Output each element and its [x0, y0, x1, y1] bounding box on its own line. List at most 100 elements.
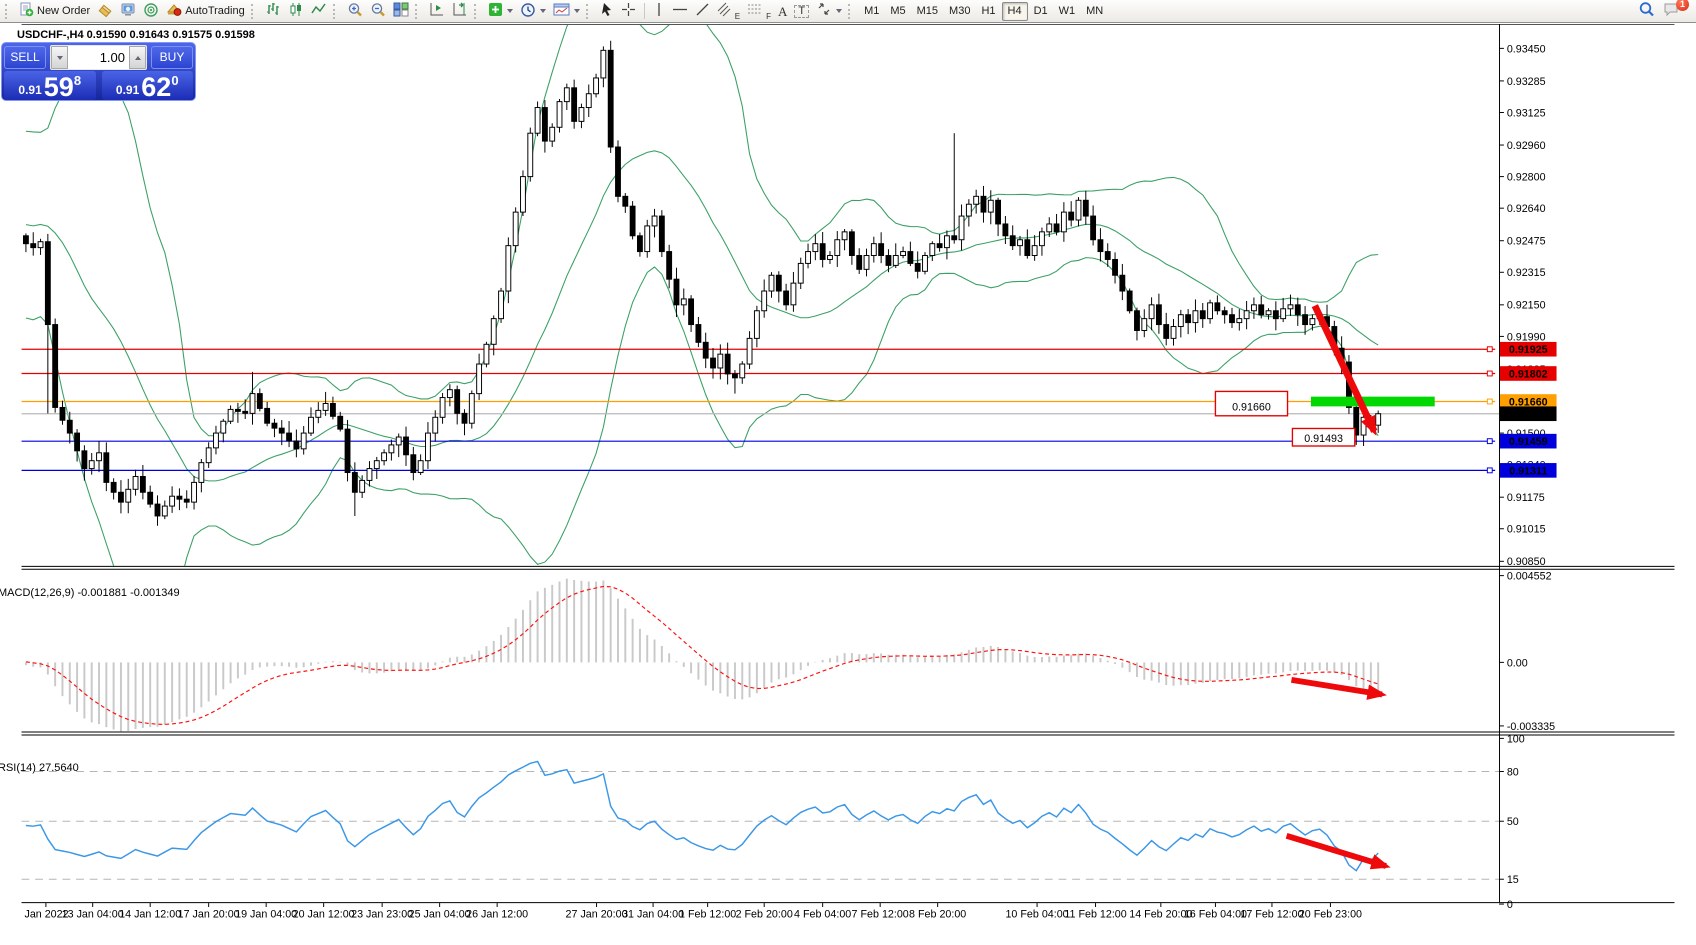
timeframe-w1-button[interactable]: W1: [1058, 5, 1076, 17]
macd-pane[interactable]: [24, 578, 1380, 732]
tile-windows-icon: [393, 2, 409, 20]
price-axis: 0.93450 0.93285 0.93125 0.92960 0.92800 0.926…: [1499, 43, 1546, 568]
buy-price-sup: 0: [171, 73, 179, 88]
chart-shift-button[interactable]: [449, 2, 471, 21]
chevron-down-icon: [506, 9, 513, 13]
fibonacci-tool-button[interactable]: F: [744, 2, 774, 21]
periods-button[interactable]: [517, 2, 549, 21]
cursor-tool-button[interactable]: [597, 2, 617, 21]
svg-text:0.93125: 0.93125: [1507, 107, 1546, 119]
volume-input[interactable]: [68, 50, 129, 65]
trend-arrow[interactable]: [1290, 677, 1387, 700]
sell-price-button[interactable]: 0.91 59 8: [4, 71, 96, 100]
trendline-icon: [695, 2, 710, 20]
triangle-up-icon: [134, 55, 141, 60]
volume-increase-button[interactable]: [129, 46, 146, 69]
zoom-in-button[interactable]: [344, 2, 366, 21]
zoom-out-button[interactable]: [367, 2, 389, 21]
svg-text:10 Feb 04:00: 10 Feb 04:00: [1005, 909, 1068, 921]
text-a-icon: A: [777, 3, 788, 19]
new-order-button[interactable]: New Order: [16, 2, 93, 21]
horizontal-line-tool-button[interactable]: [669, 2, 691, 21]
timeframe-m1-button[interactable]: M1: [864, 5, 880, 17]
notifications-button[interactable]: 1: [1659, 0, 1689, 21]
svg-text:0.91459: 0.91459: [1509, 436, 1548, 448]
svg-text:0.91598: 0.91598: [1509, 409, 1548, 421]
line-chart-button[interactable]: [308, 2, 330, 21]
chevron-down-icon: [539, 9, 546, 13]
timeframe-mn-button[interactable]: MN: [1086, 5, 1104, 17]
chart-canvas[interactable]: 0.91660 0.91493 0.93450 0.93285 0.93125 0.929…: [0, 24, 1696, 945]
svg-text:0.92150: 0.92150: [1507, 300, 1546, 312]
volume-box: [50, 45, 147, 70]
toolbar-separator: [643, 3, 645, 19]
green-highlight-bar[interactable]: [1310, 396, 1435, 407]
trendline-tool-button[interactable]: [692, 2, 713, 21]
buy-price-button[interactable]: 0.91 62 0: [101, 71, 193, 100]
text-label-tool-button[interactable]: T: [791, 2, 812, 21]
timeframe-h1-button[interactable]: H1: [981, 5, 996, 17]
toolbar-grip[interactable]: [250, 3, 257, 19]
line-handle[interactable]: [1486, 398, 1493, 405]
svg-text:0.93450: 0.93450: [1507, 43, 1546, 55]
sell-button[interactable]: SELL: [4, 46, 46, 69]
svg-text:14 Jan 12:00: 14 Jan 12:00: [119, 909, 181, 921]
terminal-button[interactable]: [117, 2, 139, 21]
equidistant-channel-tool-button[interactable]: E: [714, 2, 743, 21]
toolbar-grip[interactable]: [332, 3, 339, 19]
templates-button[interactable]: [550, 2, 583, 21]
timeframe-m30-button[interactable]: M30: [949, 5, 971, 17]
svg-text:0.91925: 0.91925: [1509, 344, 1548, 356]
main-toolbar: New Order AutoTrading: [0, 0, 1696, 23]
timeframe-h4-button[interactable]: H4: [1001, 1, 1028, 21]
svg-text:0.91990: 0.91990: [1507, 331, 1546, 343]
toolbar-grip[interactable]: [473, 3, 480, 19]
timeframe-m15-button[interactable]: M15: [916, 5, 939, 17]
toolbar-grip[interactable]: [585, 3, 592, 19]
text-tool-button[interactable]: A: [775, 2, 790, 21]
crosshair-tool-button[interactable]: [618, 2, 639, 21]
volume-decrease-button[interactable]: [51, 46, 68, 69]
timeframe-m5-button[interactable]: M5: [890, 5, 906, 17]
timeframe-d1-button[interactable]: D1: [1033, 5, 1048, 17]
svg-text:-0.003335: -0.003335: [1507, 721, 1555, 733]
price-pane[interactable]: [21, 24, 1500, 609]
autotrading-button[interactable]: AutoTrading: [163, 2, 248, 21]
macd-signal-line: [25, 585, 1379, 725]
indicators-button[interactable]: [485, 2, 516, 21]
line-handle[interactable]: [1486, 370, 1493, 377]
auto-scroll-icon: [429, 2, 445, 20]
price-tag: 0.91459: [1500, 433, 1557, 449]
svg-text:0.004552: 0.004552: [1507, 571, 1552, 583]
line-handle[interactable]: [1486, 346, 1493, 353]
trend-arrow[interactable]: [1285, 833, 1391, 870]
line-handle[interactable]: [1486, 467, 1493, 474]
auto-scroll-button[interactable]: [426, 2, 448, 21]
svg-text:20 Jan 12:00: 20 Jan 12:00: [293, 909, 355, 921]
svg-text:0.91802: 0.91802: [1509, 368, 1548, 380]
fibonacci-icon: [747, 2, 763, 20]
svg-text:14 Feb 20:00: 14 Feb 20:00: [1129, 909, 1192, 921]
toolbar-grip[interactable]: [5, 3, 11, 19]
broadcast-button[interactable]: [140, 2, 162, 21]
toolbar-grip[interactable]: [414, 3, 421, 19]
buy-button[interactable]: BUY: [151, 46, 193, 69]
tile-windows-button[interactable]: [390, 2, 412, 21]
line-handle[interactable]: [1486, 438, 1493, 445]
svg-text:0.91660: 0.91660: [1232, 401, 1271, 413]
search-button[interactable]: [1635, 2, 1658, 21]
trend-arrow[interactable]: [1311, 304, 1378, 436]
rsi-pane[interactable]: [21, 760, 1500, 880]
vertical-line-tool-button[interactable]: [650, 2, 668, 21]
toolbar-grip[interactable]: [848, 3, 854, 19]
price-callout[interactable]: 0.91660: [1214, 390, 1289, 417]
crosshair-icon: [621, 2, 636, 20]
arrows-tool-button[interactable]: [813, 2, 845, 21]
price-callout[interactable]: 0.91493: [1291, 427, 1356, 447]
chart-window[interactable]: USDCHF-,H4 0.91590 0.91643 0.91575 0.915…: [0, 24, 1696, 945]
gold-cube-button[interactable]: [94, 2, 116, 21]
candlestick-chart-button[interactable]: [285, 2, 307, 21]
bar-chart-button[interactable]: [262, 2, 284, 21]
bar-chart-icon: [265, 2, 281, 20]
